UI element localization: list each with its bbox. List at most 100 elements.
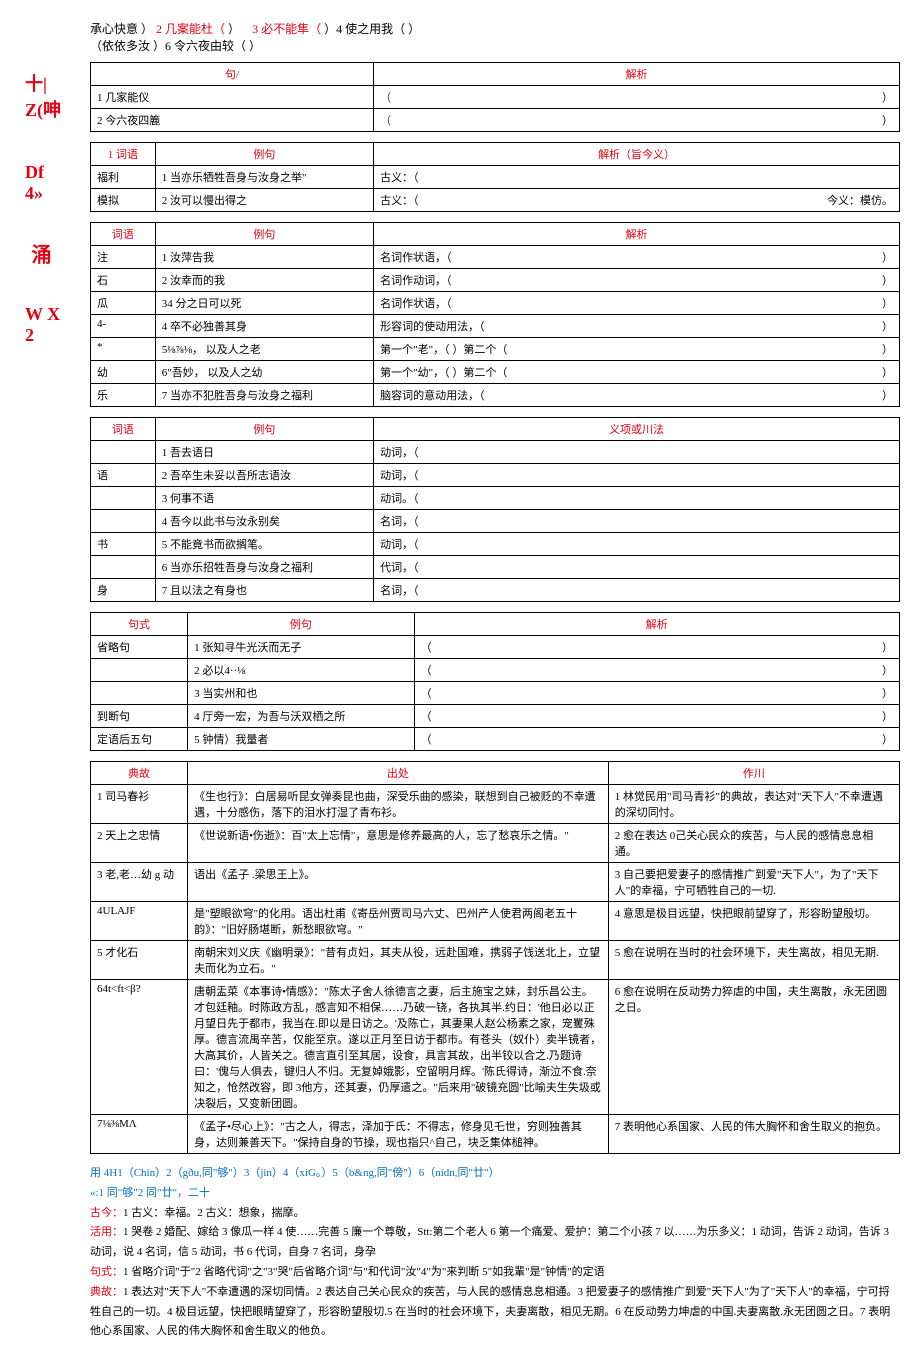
h: 典故: [91, 762, 188, 785]
cell: 1 张知寻牛光沃而无子: [188, 636, 415, 659]
table-2: 1 词语例句解析（旨今义） 福利1 当亦乐牺牲吾身与汝身之举"古义：（ 模拟2 …: [90, 142, 900, 212]
cell: 《世说新语•伤逝》：百"太上忘情"，意思是修养最高的人，忘了愁哀乐之情。": [188, 824, 609, 863]
cell: 乐: [91, 384, 156, 407]
cell: 4 吾今以此书与汝永别矣: [155, 510, 373, 533]
cell: 7 且以法之有身也: [155, 579, 373, 602]
cell: 2 天上之忠情: [91, 824, 188, 863]
n4: 活用：1 哭卷 2 婚配、嫁给 3 像瓜一样 4 使……完善 5 廉一个尊敬，S…: [90, 1223, 900, 1263]
cell: 动词，（: [374, 441, 900, 464]
cell: 幼: [91, 361, 156, 384]
cell: 3 老,老…幼 g 动: [91, 863, 188, 902]
side-2: Df 4»: [25, 162, 65, 204]
cell: 4 厅旁一宏，为吾与沃双栖之所: [188, 705, 415, 728]
t2h2: 例句: [155, 143, 373, 166]
cell: 7 表明他心系国家、人民的伟大胸怀和舍生取义的抱负。: [608, 1115, 899, 1154]
cell: （）: [414, 636, 899, 659]
h: 词语: [91, 223, 156, 246]
top-row: 承心快意 ） 2 几案能杜（ ） 3 必不能隼（ ）4 使之用我（ ） （依依多…: [90, 20, 900, 54]
cell: 2 汝幸而的我: [155, 269, 373, 292]
cell: [91, 556, 156, 579]
cell: 4-: [91, 315, 156, 338]
t3e: ）4 使之用我（: [324, 22, 405, 36]
t3: 3 必不能隼（: [252, 22, 321, 36]
cell: 动词，（: [374, 464, 900, 487]
c: 古义：（: [374, 166, 900, 189]
cell: 《生也行》：白居易听昆女弹奏昆也曲，深受乐曲的感染，联想到自己被贬的不幸遭遇，十…: [188, 785, 609, 824]
cell: [91, 441, 156, 464]
cell: 7⅛⅜MΛ: [91, 1115, 188, 1154]
t3f: ）: [408, 22, 420, 36]
h: 例句: [188, 613, 415, 636]
cell: 身: [91, 579, 156, 602]
l2c: ）: [249, 39, 261, 53]
h: 义项或川法: [374, 418, 900, 441]
c2c: 古义：（: [380, 195, 419, 207]
cell: 7 当亦不犯胜吾身与汝身之福利: [155, 384, 373, 407]
cell: （）: [414, 682, 899, 705]
t2e: ）: [228, 22, 240, 36]
cell: 3 自己要把爱妻子的感情推广到爱"天下人"，为了"天下人"的幸福，宁可牺牲自己的…: [608, 863, 899, 902]
cell: 第一个"幼"，（ ）第二个（）: [374, 361, 900, 384]
table-4: 词语例句义项或川法 1 吾去语日动词，（语2 吾卒生未妥以吾所志语汝动词，（3 …: [90, 417, 900, 602]
h: 例句: [155, 418, 373, 441]
cell: 5 钟情）我量者: [188, 728, 415, 751]
n6: 典故：1 表达对"天下人"不幸遭遇的深切同情。2 表达自己关心民众的疾苦，与人民…: [90, 1283, 900, 1342]
cell: 到断句: [91, 705, 188, 728]
cell: [91, 682, 188, 705]
cell: 2 必以4··⅛: [188, 659, 415, 682]
cell: 南朝宋刘义庆《幽明录》："昔有贞妇，其夫从役，远赴国难，携弱子饯送北上，立望夫而…: [188, 941, 609, 980]
l2a: （依依多汝: [90, 39, 150, 53]
cell: 4 意思是极目远望，快把眼前望穿了，形容盼望殷切。: [608, 902, 899, 941]
cell: 省略句: [91, 636, 188, 659]
side-3: 涌: [25, 244, 54, 264]
cell: 34 分之日可以死: [155, 292, 373, 315]
c: 模拟: [91, 189, 156, 212]
cell: 4 卒不必独善其身: [155, 315, 373, 338]
cell: 6"吾妙， 以及人之幼: [155, 361, 373, 384]
table-1: 句/解析 1 几家能仪（） 2 今六夜四簏（）: [90, 62, 900, 132]
cell: （）: [374, 86, 900, 109]
cell: 名词，（: [374, 510, 900, 533]
side-4: W X 2: [25, 304, 65, 346]
h: 解析: [414, 613, 899, 636]
h: 例句: [155, 223, 373, 246]
cell: 语: [91, 464, 156, 487]
cell: [91, 659, 188, 682]
cell: 2 吾卒生未妥以吾所志语汝: [155, 464, 373, 487]
cell: 注: [91, 246, 156, 269]
cell: 名词作状语，（）: [374, 292, 900, 315]
cell: 1 林觉民用"司马青衫"的典故，表达对"天下人"不幸遭遇的深切同忖。: [608, 785, 899, 824]
cell: 1 吾去语日: [155, 441, 373, 464]
cell: [91, 487, 156, 510]
c2c2: 今义：模仿。: [827, 192, 893, 208]
cell: 1 司马春衫: [91, 785, 188, 824]
cell: 4ULAJF: [91, 902, 188, 941]
t1h1: 句/: [91, 63, 374, 86]
cell: （）: [374, 109, 900, 132]
table-6: 典故出处作川 1 司马春衫《生也行》：白居易听昆女弹奏昆也曲，深受乐曲的感染，联…: [90, 761, 900, 1154]
t1h2: 解析: [374, 63, 900, 86]
cell: 6 愈在说明在反动势力猝虐的中国，夫生离散，永无团圆之日。: [608, 980, 899, 1115]
cell: 64t<ft<β?: [91, 980, 188, 1115]
cell: 6 当亦乐招牲吾身与汝身之福利: [155, 556, 373, 579]
cell: 唐朝盂菜《本事诗•情感》："陈太子舍人徐德言之妻，后主施宝之妹，封乐昌公主。才包…: [188, 980, 609, 1115]
notes: 用 4H1（Chin）2（gðu,同"够"）3（jin）4（xiG。）5（b&n…: [90, 1164, 900, 1342]
cell: 定语后五句: [91, 728, 188, 751]
h: 解析: [374, 223, 900, 246]
cell: 动词，（: [374, 533, 900, 556]
cell: 脑容词的意动用法，（）: [374, 384, 900, 407]
c: 2 汝可以慢出得之: [155, 189, 373, 212]
cell: 第一个"老"，（ ）第二个（）: [374, 338, 900, 361]
side-1: 十| Z(呻: [25, 70, 65, 122]
n3: 古今：1 古义：幸福。2 古义：想象，揣摩。: [90, 1204, 900, 1224]
cell: 5 愈在说明在当时的社会环境下，夫生离故，相见无期.: [608, 941, 899, 980]
cell: 1 汝萍告我: [155, 246, 373, 269]
t1: 承心快意: [90, 22, 138, 36]
cell: *: [91, 338, 156, 361]
cell: （）: [414, 659, 899, 682]
cell: 3 当实州和也: [188, 682, 415, 705]
cell: [91, 510, 156, 533]
h: 作川: [608, 762, 899, 785]
cell: 动词。（: [374, 487, 900, 510]
cell: 5 才化石: [91, 941, 188, 980]
